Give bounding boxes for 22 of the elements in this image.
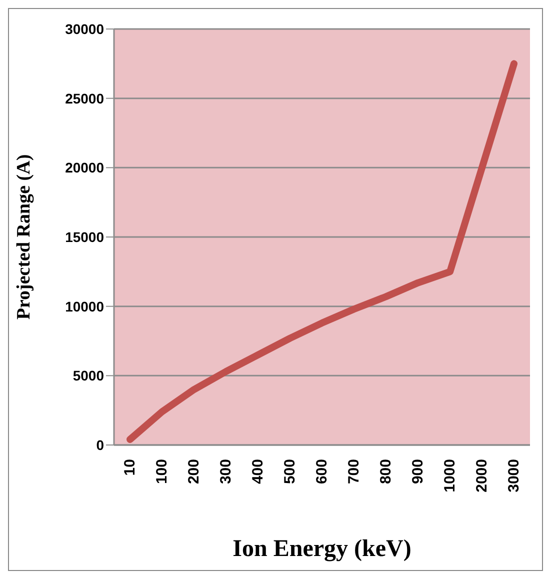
x-tick-label: 1000 [442, 459, 458, 492]
x-tick-label: 100 [154, 459, 170, 484]
x-tick-label: 2000 [474, 459, 490, 492]
x-tick-label: 400 [250, 459, 266, 484]
x-tick-label: 900 [410, 459, 426, 484]
x-tick-label: 300 [218, 459, 234, 484]
y-tick-label: 30000 [65, 20, 104, 37]
y-axis-title: Projected Range (A) [14, 154, 35, 320]
x-tick-label: 800 [378, 459, 394, 484]
x-tick-label: 200 [186, 459, 202, 484]
x-tick-label: 700 [346, 459, 362, 484]
y-tick-label: 15000 [65, 228, 104, 245]
y-tick-label: 5000 [72, 368, 104, 384]
x-tick-label: 600 [314, 459, 330, 484]
x-tick-label: 500 [282, 459, 298, 484]
x-tick-label: 10 [122, 459, 138, 476]
x-axis-title: Ion Energy (keV) [232, 536, 412, 562]
y-tick-label: 25000 [65, 90, 104, 106]
y-tick-label: 0 [96, 436, 104, 453]
y-tick-label: 10000 [65, 298, 104, 314]
x-tick-label: 3000 [506, 459, 522, 492]
y-tick-label: 20000 [65, 160, 104, 176]
